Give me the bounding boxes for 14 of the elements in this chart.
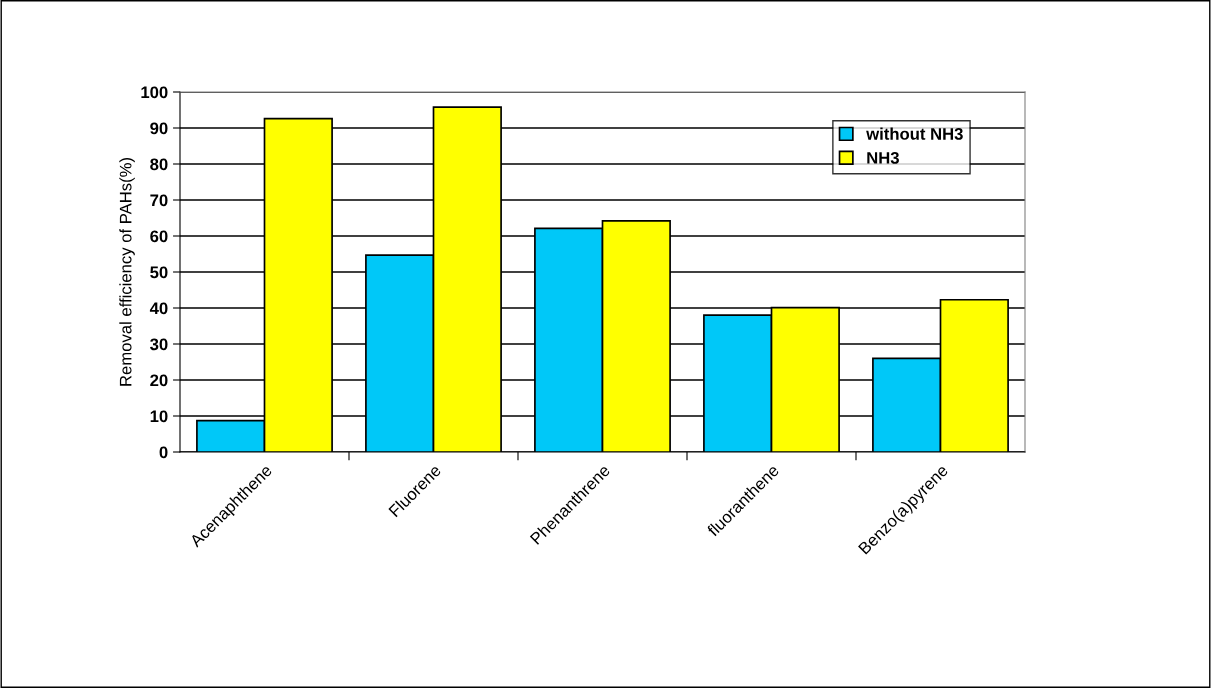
y-tick-label: 90 [150, 122, 168, 135]
legend-label: NH3 [867, 151, 899, 164]
y-tick-label: 30 [150, 338, 168, 351]
y-tick-label: 60 [150, 230, 168, 243]
y-tick-label: 50 [150, 266, 168, 279]
y-tick-label: 10 [150, 410, 168, 423]
y-tick-label: 70 [150, 194, 168, 207]
y-tick-label: 40 [149, 302, 168, 315]
legend-label: without NH3 [866, 127, 963, 140]
y-tick-label: 0 [159, 446, 168, 459]
y-axis-title: Removal efficiency of PAHs(%) [119, 158, 135, 386]
y-tick-label: 20 [150, 374, 168, 387]
y-tick-label: 80 [150, 158, 168, 171]
y-tick-label: 100 [141, 86, 168, 99]
